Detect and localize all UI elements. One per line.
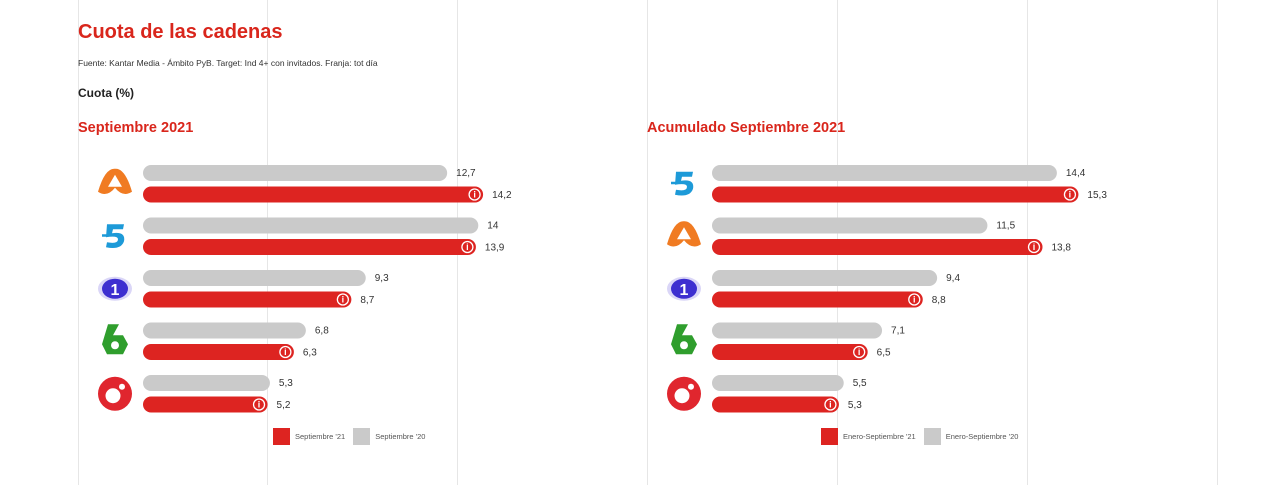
bar-label-previous: 5,3 [279, 378, 293, 389]
source-note: Fuente: Kantar Media - Ámbito PyB. Targe… [78, 58, 378, 68]
info-icon-glyph: i [342, 295, 345, 305]
legend-swatch-current [821, 428, 838, 445]
telecinco-logo [102, 224, 125, 248]
info-icon-glyph: i [913, 295, 916, 305]
info-icon[interactable] [1027, 240, 1041, 254]
bar-current[interactable] [143, 186, 484, 203]
bar-label-previous: 5,5 [853, 378, 867, 389]
info-icon[interactable] [853, 345, 866, 359]
bar-label-previous: 14,4 [1066, 168, 1086, 179]
bar-label-current: 6,5 [877, 348, 891, 359]
chart-title-cumulative: Acumulado Septiembre 2021 [647, 120, 846, 136]
bar-label-current: 13,9 [485, 243, 505, 254]
info-icon[interactable] [336, 293, 350, 306]
bar-current[interactable] [712, 239, 1043, 255]
lasexta-logo [671, 324, 697, 355]
bar-current[interactable] [712, 344, 868, 360]
la1-logo: 1 [98, 276, 132, 301]
lasexta-logo [102, 324, 128, 355]
bar-previous[interactable] [143, 270, 366, 286]
legend-label-previous: Septiembre '20 [375, 432, 426, 441]
info-icon[interactable] [252, 398, 266, 411]
bar-label-previous: 6,8 [315, 326, 329, 337]
bar-label-previous: 14 [487, 221, 499, 232]
legend-swatch-previous [923, 428, 941, 445]
info-icon-glyph: i [829, 400, 832, 410]
legend-item-previous[interactable]: Enero-Septiembre '20 [923, 428, 1019, 445]
legend-item-current[interactable]: Enero-Septiembre '21 [821, 428, 916, 445]
chart-monthly: 12,7 i 14,2 14 i 13,9 1 9,3 i 8,7 6,8 i 6,3 5,3 i 5,2 S… [78, 150, 638, 450]
svg-text:1: 1 [680, 282, 689, 299]
bar-current[interactable] [143, 396, 268, 413]
info-icon[interactable] [461, 240, 474, 254]
bar-label-previous: 7,1 [891, 326, 905, 337]
telecinco-logo [671, 171, 694, 196]
cuatro-logo [98, 376, 132, 411]
legend-swatch-current [273, 428, 290, 445]
info-icon-glyph: i [258, 400, 261, 410]
bar-previous[interactable] [712, 217, 988, 234]
antena3-logo [98, 168, 132, 194]
bar-label-current: 5,2 [277, 400, 291, 411]
bar-label-previous: 12,7 [456, 168, 476, 179]
legend-label-current: Enero-Septiembre '21 [843, 432, 916, 441]
bar-label-current: 15,3 [1087, 190, 1107, 201]
bar-previous[interactable] [143, 165, 448, 181]
bar-label-current: 8,7 [360, 295, 374, 306]
metric-label: Cuota (%) [78, 86, 134, 100]
bar-previous[interactable] [143, 322, 306, 339]
legend-swatch-previous [353, 428, 371, 445]
svg-text:1: 1 [111, 282, 120, 299]
gridline [78, 0, 79, 485]
bar-current[interactable] [143, 291, 352, 308]
info-icon[interactable] [908, 293, 921, 306]
info-icon-glyph: i [1069, 190, 1072, 200]
legend-label-current: Septiembre '21 [295, 432, 346, 441]
bar-current[interactable] [712, 396, 839, 413]
bar-previous[interactable] [712, 270, 938, 286]
bar-previous[interactable] [712, 375, 844, 391]
gridline [647, 0, 648, 485]
bar-label-current: 8,8 [932, 295, 946, 306]
info-icon-glyph: i [1033, 242, 1036, 252]
la1-logo: 1 [667, 276, 701, 301]
bar-previous[interactable] [712, 165, 1057, 181]
info-icon-glyph: i [284, 347, 287, 357]
bar-current[interactable] [712, 186, 1079, 203]
bar-previous[interactable] [143, 375, 270, 391]
bar-label-current: 5,3 [848, 400, 862, 411]
page-title: Cuota de las cadenas [78, 21, 283, 43]
info-icon[interactable] [279, 345, 292, 359]
info-icon[interactable] [468, 188, 481, 201]
legend-item-previous[interactable]: Septiembre '20 [353, 428, 425, 445]
info-icon-glyph: i [858, 347, 861, 357]
bar-label-previous: 9,4 [946, 273, 960, 284]
bar-label-current: 6,3 [303, 348, 317, 359]
legend: Enero-Septiembre '21 Enero-Septiembre '2… [821, 428, 1018, 445]
legend-label-previous: Enero-Septiembre '20 [945, 432, 1019, 441]
info-icon-glyph: i [473, 190, 476, 200]
legend-item-current[interactable]: Septiembre '21 [273, 428, 345, 445]
bar-current[interactable] [143, 239, 476, 255]
chart-cumulative: 14,4 i 15,3 11,5 i 13,8 1 9,4 i 8,8 7,1 i 6,5 5,5 i 5,3… [647, 150, 1207, 450]
bar-chart-svg: 14,4 i 15,3 11,5 i 13,8 1 9,4 i 8,8 7,1 i 6,5 5,5 i 5,3 [667, 165, 1107, 413]
info-icon-glyph: i [466, 242, 469, 252]
bar-chart-svg: 12,7 i 14,2 14 i 13,9 1 9,3 i 8,7 6,8 i 6,3 5,3 i 5,2 [98, 165, 512, 413]
bar-label-previous: 9,3 [375, 273, 389, 284]
cuatro-logo [667, 376, 701, 411]
antena3-logo [667, 221, 701, 247]
bar-label-current: 14,2 [492, 190, 512, 201]
bar-previous[interactable] [712, 322, 883, 339]
bar-current[interactable] [143, 344, 294, 360]
bar-label-previous: 11,5 [996, 221, 1015, 232]
info-icon[interactable] [1063, 188, 1077, 201]
info-icon[interactable] [824, 398, 837, 411]
legend: Septiembre '21 Septiembre '20 [273, 428, 425, 445]
bar-label-current: 13,8 [1052, 243, 1072, 254]
bar-previous[interactable] [143, 217, 479, 234]
chart-title-monthly: Septiembre 2021 [78, 120, 194, 136]
gridline [1217, 0, 1218, 485]
bar-current[interactable] [712, 291, 923, 308]
